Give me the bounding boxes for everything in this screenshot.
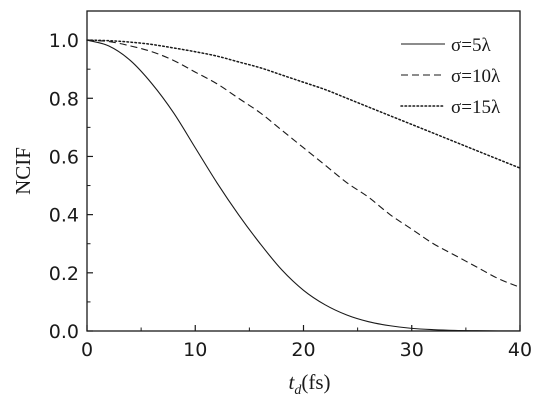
x-tick-label: 40 <box>508 339 532 361</box>
x-axis-title-sub: d <box>294 383 302 398</box>
x-axis-title-unit: (fs) <box>301 370 330 394</box>
y-tick-label: 0.4 <box>49 205 79 227</box>
legend: σ=5λ σ=10λ σ=15λ <box>400 35 501 118</box>
y-tick-label: 1.0 <box>49 30 79 52</box>
y-tick-label: 0.2 <box>49 263 79 285</box>
x-tick-label: 0 <box>81 339 93 361</box>
x-tick-label: 30 <box>400 339 424 361</box>
legend-label-1: σ=5λ <box>451 35 491 56</box>
x-axis-title-var: t <box>289 370 296 394</box>
series-line-3 <box>86 39 521 169</box>
y-tick-label: 0.8 <box>49 88 79 110</box>
y-tick-label: 0.6 <box>49 146 79 168</box>
tick-layer: 0 10 20 30 40 0.0 0.2 0.4 0.6 0.8 1.0 <box>49 10 532 361</box>
legend-label-3: σ=15λ <box>451 97 501 118</box>
series-line-2 <box>86 39 521 288</box>
series-layer <box>86 39 521 332</box>
x-tick-label: 20 <box>291 339 315 361</box>
series-line-1 <box>86 39 521 332</box>
y-tick-label: 0.0 <box>49 321 79 343</box>
legend-label-2: σ=10λ <box>451 66 501 87</box>
y-axis-title: NCIF <box>11 147 35 195</box>
x-axis-title: td(fs) <box>289 370 331 398</box>
plot-frame <box>86 10 521 332</box>
x-tick-label: 10 <box>183 339 207 361</box>
